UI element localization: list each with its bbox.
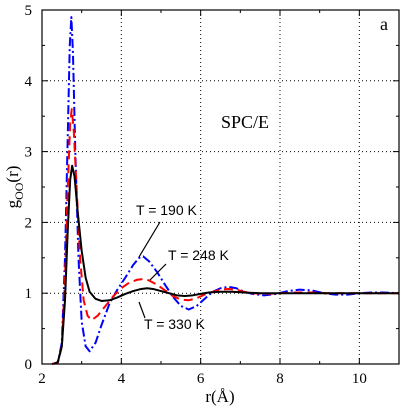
series-line bbox=[53, 164, 399, 365]
x-axis-label: r(Å) bbox=[205, 387, 234, 406]
annotation-leader-line bbox=[138, 221, 161, 258]
plot-frame bbox=[41, 9, 400, 365]
y-axis-label-sub: OO bbox=[12, 182, 26, 200]
y-axis-label: gOO(r) bbox=[3, 166, 26, 209]
model-label: SPC/E bbox=[221, 112, 269, 132]
y-tick-label: 0 bbox=[25, 357, 33, 373]
y-tick-label: 1 bbox=[25, 286, 33, 302]
y-tick-label: 4 bbox=[25, 74, 33, 90]
x-tick-label: 10 bbox=[352, 371, 367, 387]
series-annotations: T = 190 K T = 248 K T = 330 K bbox=[136, 202, 230, 332]
panel-label: a bbox=[380, 14, 388, 34]
x-tick-label: 6 bbox=[197, 371, 205, 387]
y-tick-label: 3 bbox=[25, 145, 33, 161]
series-annotation-label: T = 190 K bbox=[136, 202, 198, 218]
axis-ticks: 2 4 6 8 10 0 1 2 3 4 5 bbox=[25, 3, 399, 387]
grid-lines bbox=[42, 10, 399, 364]
x-tick-label: 2 bbox=[38, 371, 46, 387]
series-lines bbox=[51, 16, 400, 365]
series-annotation-label: T = 248 K bbox=[168, 247, 230, 263]
y-tick-label: 5 bbox=[25, 3, 33, 19]
y-tick-label: 2 bbox=[25, 215, 33, 231]
x-tick-label: 8 bbox=[276, 371, 284, 387]
chart-labels: a SPC/E r(Å) gOO(r) bbox=[3, 14, 388, 406]
x-tick-label: 4 bbox=[118, 371, 126, 387]
annotation-leader-line bbox=[138, 301, 146, 319]
series-line bbox=[51, 16, 400, 365]
annotation-leader-line bbox=[149, 263, 167, 281]
y-axis-label-main: g bbox=[3, 199, 22, 208]
series-annotation-label: T = 330 K bbox=[144, 316, 206, 332]
y-axis-label-tail: (r) bbox=[3, 166, 22, 183]
